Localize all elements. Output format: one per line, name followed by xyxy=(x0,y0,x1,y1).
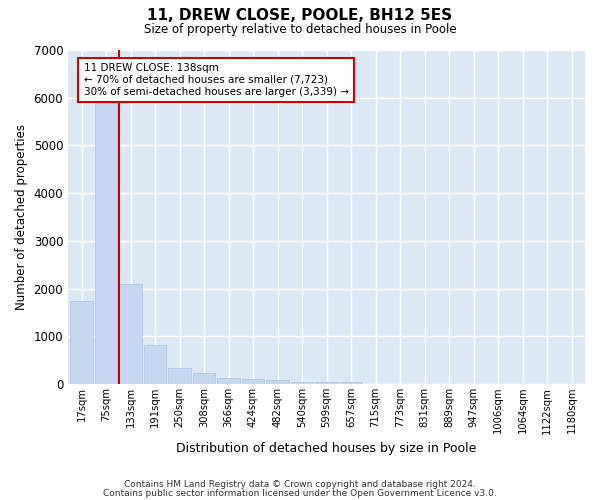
Text: Contains HM Land Registry data © Crown copyright and database right 2024.: Contains HM Land Registry data © Crown c… xyxy=(124,480,476,489)
Y-axis label: Number of detached properties: Number of detached properties xyxy=(15,124,28,310)
Text: Contains public sector information licensed under the Open Government Licence v3: Contains public sector information licen… xyxy=(103,490,497,498)
Text: 11 DREW CLOSE: 138sqm
← 70% of detached houses are smaller (7,723)
30% of semi-d: 11 DREW CLOSE: 138sqm ← 70% of detached … xyxy=(83,64,349,96)
Bar xyxy=(193,372,215,384)
Bar xyxy=(95,102,117,384)
Bar xyxy=(291,382,313,384)
Bar xyxy=(266,380,289,384)
Bar xyxy=(144,345,166,384)
Text: Size of property relative to detached houses in Poole: Size of property relative to detached ho… xyxy=(143,22,457,36)
Bar xyxy=(70,300,92,384)
Bar xyxy=(242,380,264,384)
Bar xyxy=(217,378,239,384)
Bar xyxy=(119,284,142,384)
X-axis label: Distribution of detached houses by size in Poole: Distribution of detached houses by size … xyxy=(176,442,477,455)
Bar xyxy=(316,382,338,384)
Text: 11, DREW CLOSE, POOLE, BH12 5ES: 11, DREW CLOSE, POOLE, BH12 5ES xyxy=(148,8,452,22)
Bar xyxy=(169,368,191,384)
Bar xyxy=(340,382,362,384)
